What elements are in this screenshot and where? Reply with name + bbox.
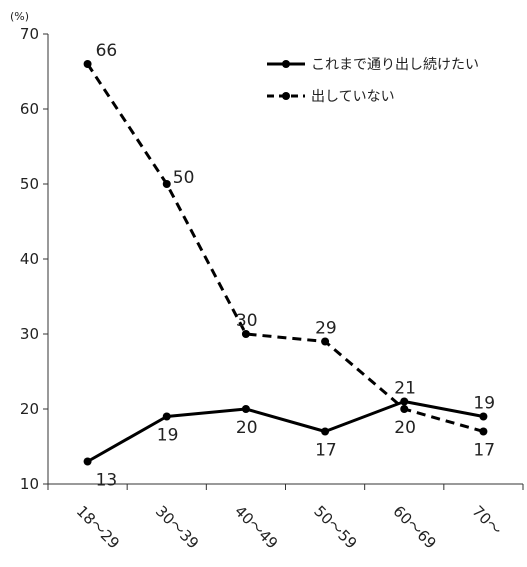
- series-2-point: [162, 180, 171, 188]
- series-1-point: [162, 412, 171, 421]
- x-tick-label: 70～: [469, 502, 506, 539]
- legend-swatch-marker: [282, 60, 290, 68]
- series-line-2: [86, 63, 484, 433]
- y-axis-unit-label: (%): [10, 10, 29, 23]
- data-label: 19: [157, 426, 179, 446]
- series-2-point: [400, 405, 409, 413]
- data-label: 50: [173, 168, 195, 188]
- data-labels: 13 19 20 17 21 19 66 50 30 29 20 17: [96, 41, 495, 491]
- series-layer: [83, 60, 488, 466]
- x-tick-label: 30～39: [152, 502, 202, 552]
- series-1-point: [321, 427, 330, 436]
- data-label: 17: [473, 441, 495, 461]
- y-tick-label: 40: [20, 250, 39, 268]
- data-label: 17: [315, 441, 337, 461]
- y-tick-label: 20: [20, 400, 39, 418]
- data-label: 29: [315, 319, 337, 339]
- series-1-point: [241, 405, 250, 413]
- legend-swatch-marker: [282, 92, 290, 100]
- data-label: 20: [394, 418, 416, 438]
- series-1-point: [83, 457, 92, 466]
- series-1-point: [479, 412, 488, 421]
- y-tick-label: 70: [20, 25, 39, 43]
- data-label: 13: [96, 471, 118, 491]
- x-tick-label: 40～49: [231, 502, 281, 552]
- y-tick-label: 60: [20, 100, 39, 118]
- y-tick-label: 30: [20, 325, 39, 343]
- series-line-1: [86, 400, 484, 463]
- data-label: 19: [473, 394, 495, 414]
- data-label: 21: [394, 379, 416, 399]
- series-2-point: [83, 60, 92, 68]
- x-axis-ticks: 18～29 30～39 40～49 50～59 60～69 70～: [47, 484, 524, 552]
- data-label: 30: [236, 311, 258, 331]
- series-2-point: [479, 427, 488, 436]
- x-tick-label: 60～69: [389, 502, 439, 552]
- x-tick-label: 50～59: [310, 502, 360, 552]
- series-2-point: [321, 337, 330, 346]
- legend-item-label: これまで通り出し続けたい: [311, 56, 479, 73]
- series-1-point: [400, 397, 409, 406]
- data-label: 20: [236, 418, 258, 438]
- x-tick-label: 18～29: [73, 502, 123, 552]
- y-axis-ticks: 10 20 30 40 50 60 70: [20, 25, 48, 493]
- axes: [47, 34, 523, 485]
- series-2-point: [241, 330, 250, 338]
- legend-item-label: 出していない: [311, 89, 395, 105]
- data-label: 66: [96, 41, 118, 61]
- y-tick-label: 50: [20, 175, 39, 193]
- y-tick-label: 10: [20, 475, 39, 493]
